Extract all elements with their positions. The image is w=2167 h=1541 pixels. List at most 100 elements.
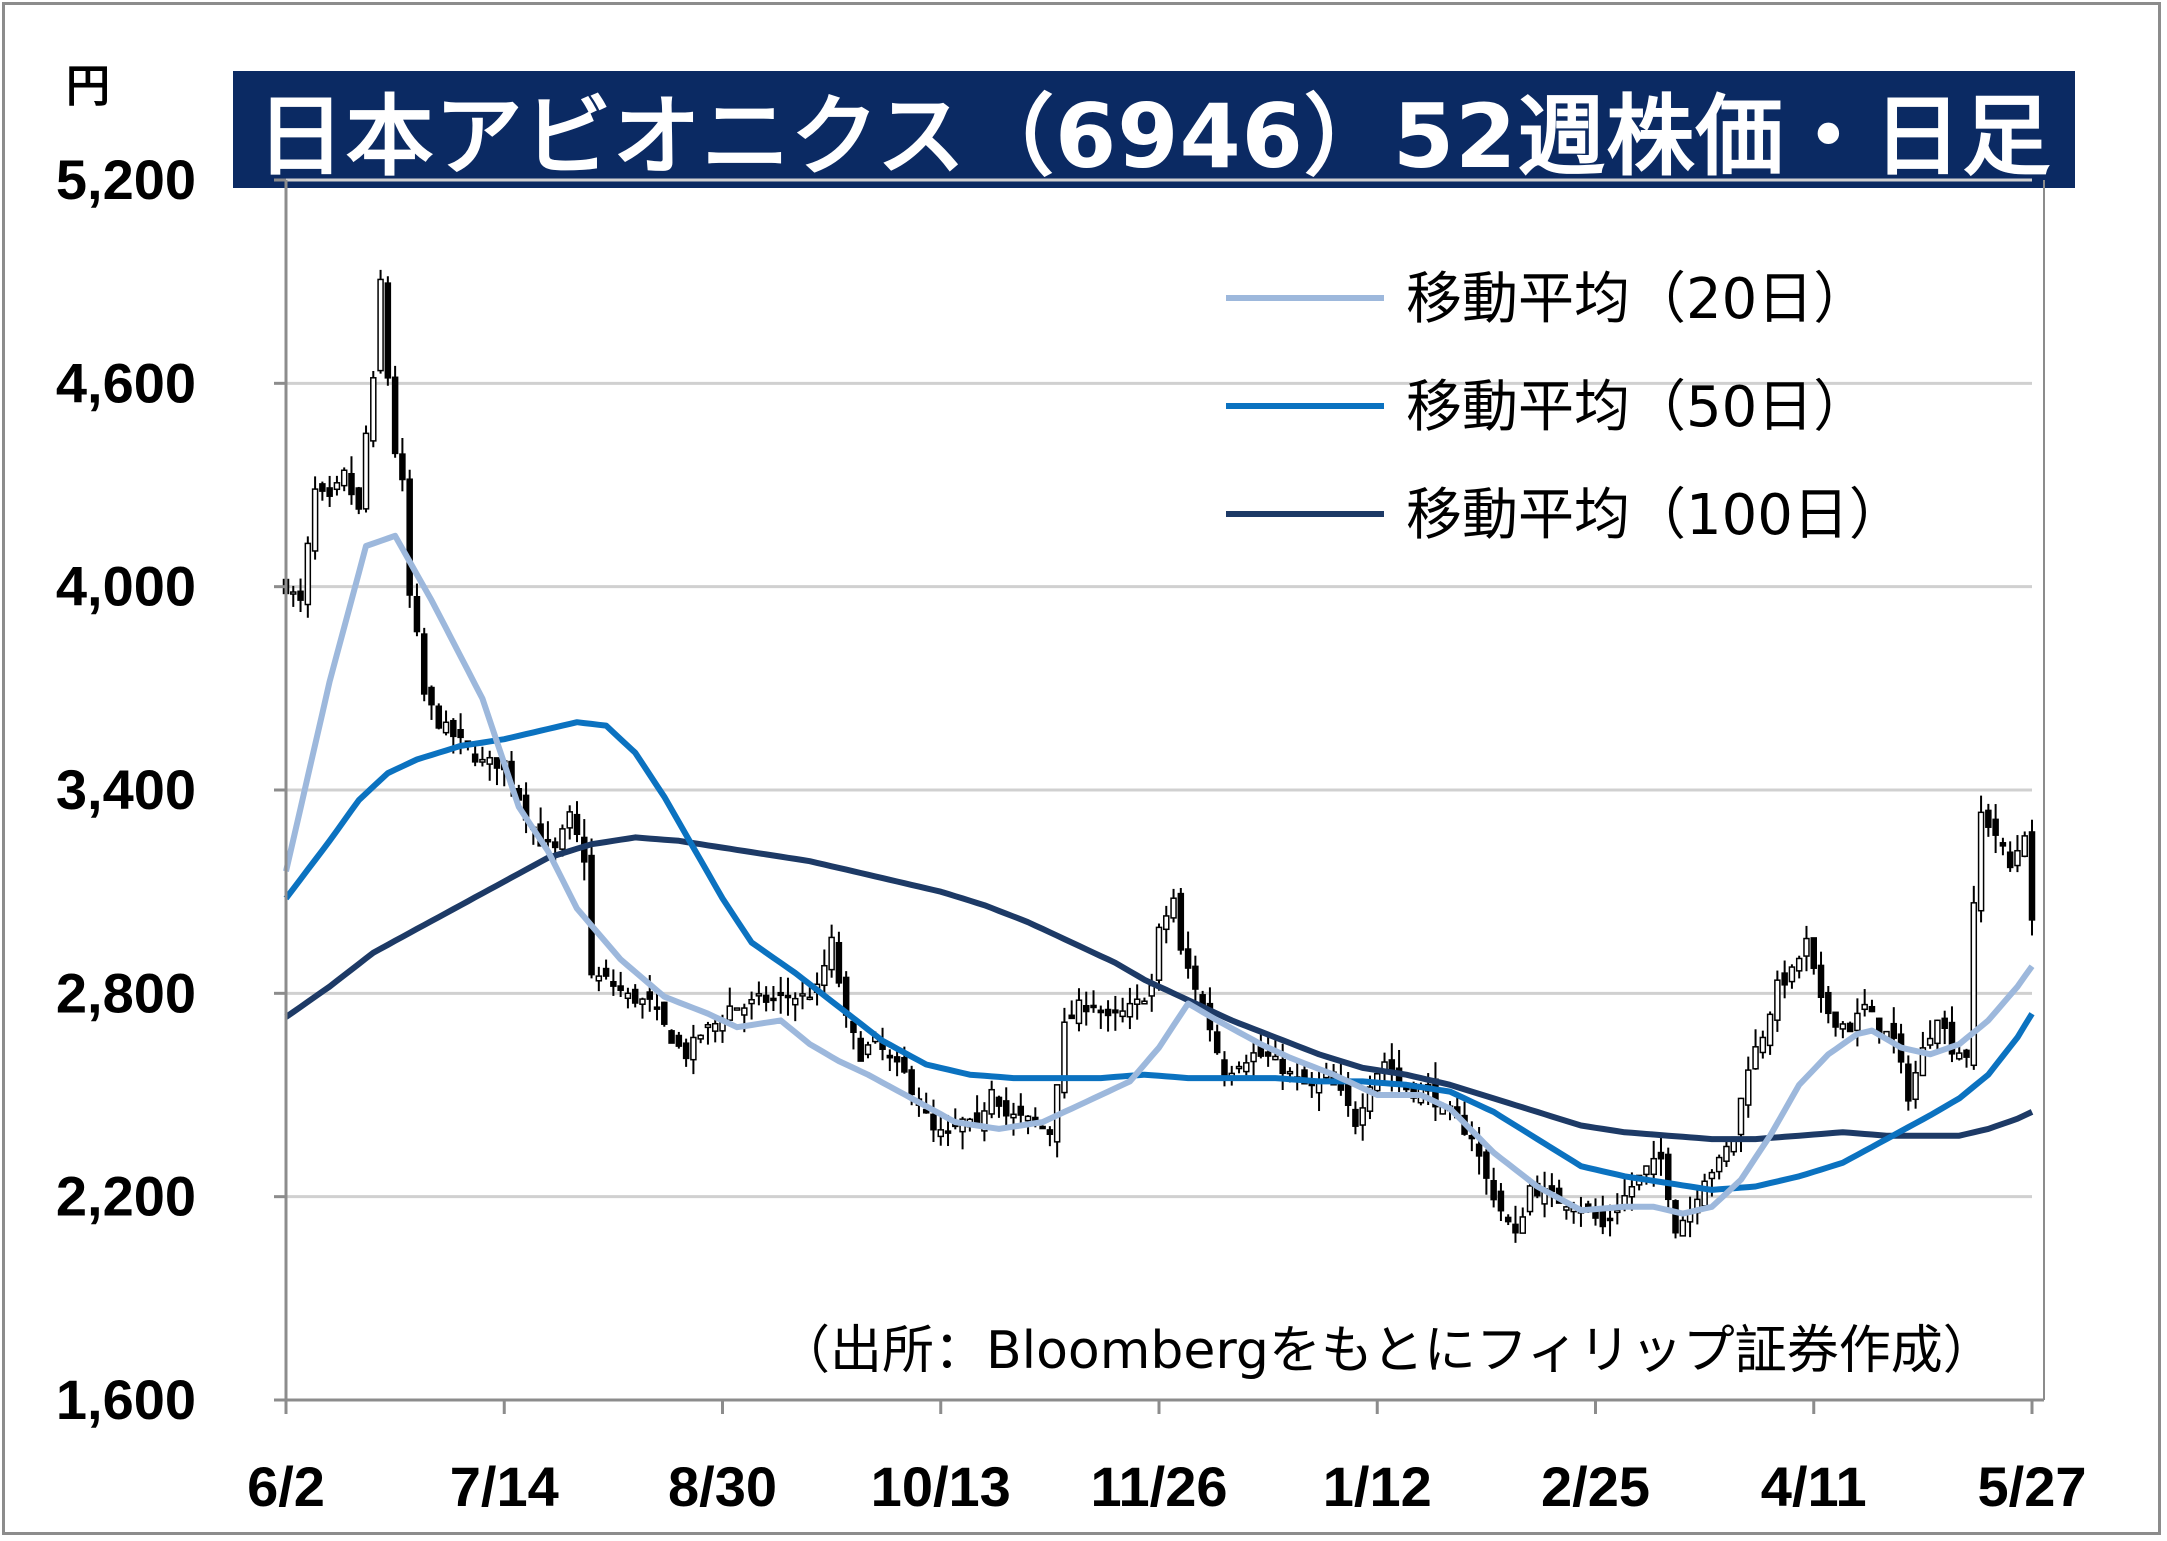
candlestick — [2028, 819, 2036, 936]
x-tick-label: 8/30 — [668, 1455, 777, 1518]
candlestick — [595, 966, 603, 992]
candle-body — [1061, 1021, 1068, 1094]
candle-body — [2021, 835, 2028, 858]
moving-average-lines — [283, 532, 2035, 1217]
candle-body — [1956, 1052, 1963, 1060]
legend-item-ma50: 移動平均（50日） — [1226, 375, 1869, 440]
candlestick — [864, 1041, 872, 1059]
candlestick — [1839, 1021, 1847, 1039]
candlestick — [348, 456, 355, 505]
candle-body — [639, 998, 646, 1005]
candle-body — [1912, 1072, 1919, 1101]
y-tick-label: 1,600 — [56, 1368, 196, 1431]
candle-body — [1977, 811, 1985, 912]
candle-body — [420, 633, 428, 695]
candlestick — [1737, 1097, 1745, 1153]
candle-body — [1017, 1105, 1025, 1116]
candlestick — [682, 1038, 690, 1067]
candlestick — [1926, 1020, 1934, 1049]
candle-body — [1788, 966, 1796, 983]
candle-body — [1715, 1156, 1723, 1173]
candlestick — [1941, 1010, 1948, 1045]
candlestick — [1504, 1214, 1512, 1226]
candlestick — [1490, 1167, 1497, 1208]
candlestick — [1832, 1011, 1839, 1037]
candlestick — [1381, 1052, 1388, 1082]
candle-body — [1526, 1185, 1534, 1213]
candlestick — [1075, 988, 1083, 1032]
candlestick — [1126, 987, 1134, 1030]
candlestick — [1519, 1207, 1526, 1234]
candle-body — [610, 981, 617, 987]
candle-body — [1832, 1011, 1839, 1028]
candlestick — [1803, 925, 1810, 972]
candle-body — [406, 478, 413, 596]
candlestick — [290, 585, 297, 607]
candlestick — [1788, 964, 1796, 989]
candlestick — [1359, 1093, 1366, 1141]
candlestick — [1861, 989, 1868, 1017]
candlestick — [602, 959, 610, 980]
candlestick — [1905, 1055, 1912, 1111]
candlestick — [319, 481, 326, 501]
candle-body — [937, 1129, 944, 1138]
candlestick — [995, 1095, 1003, 1118]
candle-body — [1737, 1097, 1745, 1136]
candle-body — [1563, 1206, 1570, 1211]
candle-body — [1286, 1070, 1294, 1075]
candlestick — [384, 276, 392, 386]
candlestick — [1977, 795, 1985, 923]
candle-body — [479, 758, 486, 763]
candle-body — [1817, 964, 1825, 999]
candle-body — [1890, 1022, 1898, 1039]
candlestick — [1992, 804, 1999, 854]
y-tick-label: 5,200 — [56, 148, 196, 211]
candle-body — [1119, 1010, 1126, 1018]
candlestick — [777, 976, 784, 1014]
candlestick — [413, 583, 421, 637]
candlestick — [1970, 885, 1978, 1070]
candlestick — [1912, 1060, 1919, 1109]
candle-body — [340, 469, 348, 487]
candlestick — [1934, 1019, 1941, 1052]
candlestick — [762, 986, 770, 1012]
candle-body — [973, 1112, 981, 1124]
candlestick — [304, 536, 312, 618]
candle-body — [399, 453, 406, 481]
candlestick — [333, 475, 341, 496]
candle-body — [1068, 1014, 1075, 1020]
candle-body — [1985, 809, 1992, 828]
candlestick — [1083, 991, 1090, 1026]
candlestick — [1104, 1000, 1112, 1032]
candle-body — [1657, 1151, 1665, 1160]
candlestick — [1759, 1030, 1767, 1059]
candlestick — [493, 757, 501, 786]
candlestick — [1002, 1087, 1010, 1126]
candle-body — [930, 1113, 937, 1131]
candle-body — [493, 757, 501, 769]
candle-body — [668, 1030, 675, 1044]
ma50-line — [283, 719, 2035, 1193]
candlestick — [1483, 1149, 1490, 1195]
candlestick — [486, 750, 493, 781]
y-tick-labels: 1,600 2,200 2,800 3,400 4,000 4,600 5,200 — [56, 148, 196, 1431]
candle-body — [1090, 1004, 1097, 1009]
candle-body — [806, 996, 814, 1001]
candlestick — [1774, 970, 1781, 1032]
candlestick — [1868, 999, 1876, 1013]
candle-body — [1803, 937, 1810, 957]
candlestick — [711, 1019, 719, 1043]
candlestick — [1686, 1196, 1694, 1238]
candlestick — [377, 269, 384, 374]
candle-body — [1497, 1190, 1505, 1212]
candle-body — [1359, 1107, 1366, 1126]
x-tick-label: 1/12 — [1323, 1455, 1432, 1518]
y-tick-label: 2,800 — [56, 961, 196, 1024]
candlestick — [1694, 1188, 1701, 1225]
candlestick — [1097, 1005, 1105, 1029]
candle-body — [2014, 849, 2021, 867]
candlestick — [1512, 1205, 1519, 1243]
candlestick — [1112, 995, 1119, 1031]
candlestick — [297, 578, 304, 613]
candle-body — [864, 1044, 872, 1056]
